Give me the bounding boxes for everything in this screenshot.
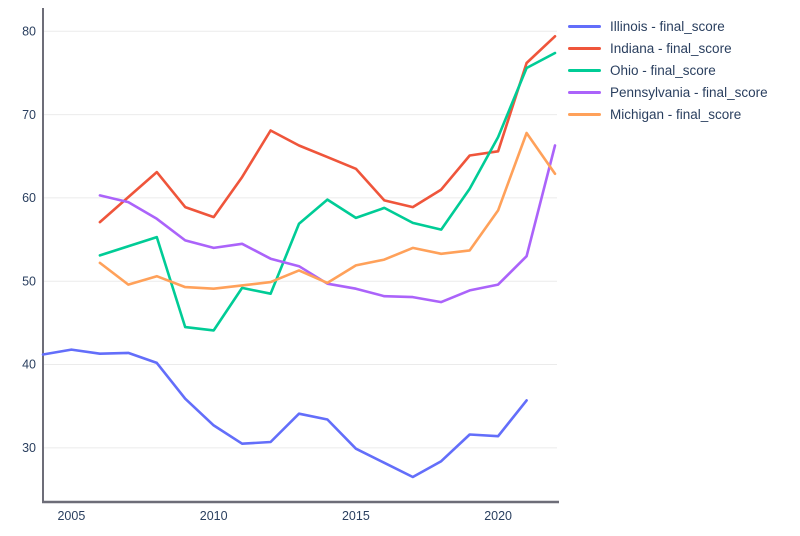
legend-line-swatch <box>568 68 601 72</box>
y-tick-label: 70 <box>22 108 36 122</box>
x-tick-label: 2010 <box>200 509 228 523</box>
chart-legend: Illinois - final_score Indiana - final_sc… <box>568 15 768 125</box>
legend-line-swatch <box>568 90 601 94</box>
legend-item-pennsylvania[interactable]: Pennsylvania - final_score <box>568 81 768 103</box>
legend-line-swatch <box>568 46 601 50</box>
legend-label: Michigan - final_score <box>610 106 742 122</box>
series-line-michigan[interactable] <box>98 131 557 291</box>
x-tick-label: 2005 <box>57 509 85 523</box>
series-line-pennsylvania[interactable] <box>98 144 557 304</box>
legend-label: Illinois - final_score <box>610 18 725 34</box>
x-tick-label: 2015 <box>342 509 370 523</box>
legend-item-indiana[interactable]: Indiana - final_score <box>568 37 768 59</box>
legend-label: Pennsylvania - final_score <box>610 84 768 100</box>
legend-item-ohio[interactable]: Ohio - final_score <box>568 59 768 81</box>
y-tick-label: 80 <box>22 25 36 39</box>
y-tick-label: 60 <box>22 191 36 205</box>
legend-label: Ohio - final_score <box>610 62 716 78</box>
y-tick-label: 50 <box>22 274 36 288</box>
legend-item-illinois[interactable]: Illinois - final_score <box>568 15 768 37</box>
legend-item-michigan[interactable]: Michigan - final_score <box>568 103 768 125</box>
series-line-ohio[interactable] <box>98 51 557 332</box>
series-line-illinois[interactable] <box>41 348 528 479</box>
legend-line-swatch <box>568 24 601 28</box>
y-tick-label: 30 <box>22 441 36 455</box>
legend-line-swatch <box>568 112 601 116</box>
x-tick-label: 2020 <box>484 509 512 523</box>
y-tick-label: 40 <box>22 358 36 372</box>
series-line-indiana[interactable] <box>98 34 557 224</box>
legend-label: Indiana - final_score <box>610 40 732 56</box>
